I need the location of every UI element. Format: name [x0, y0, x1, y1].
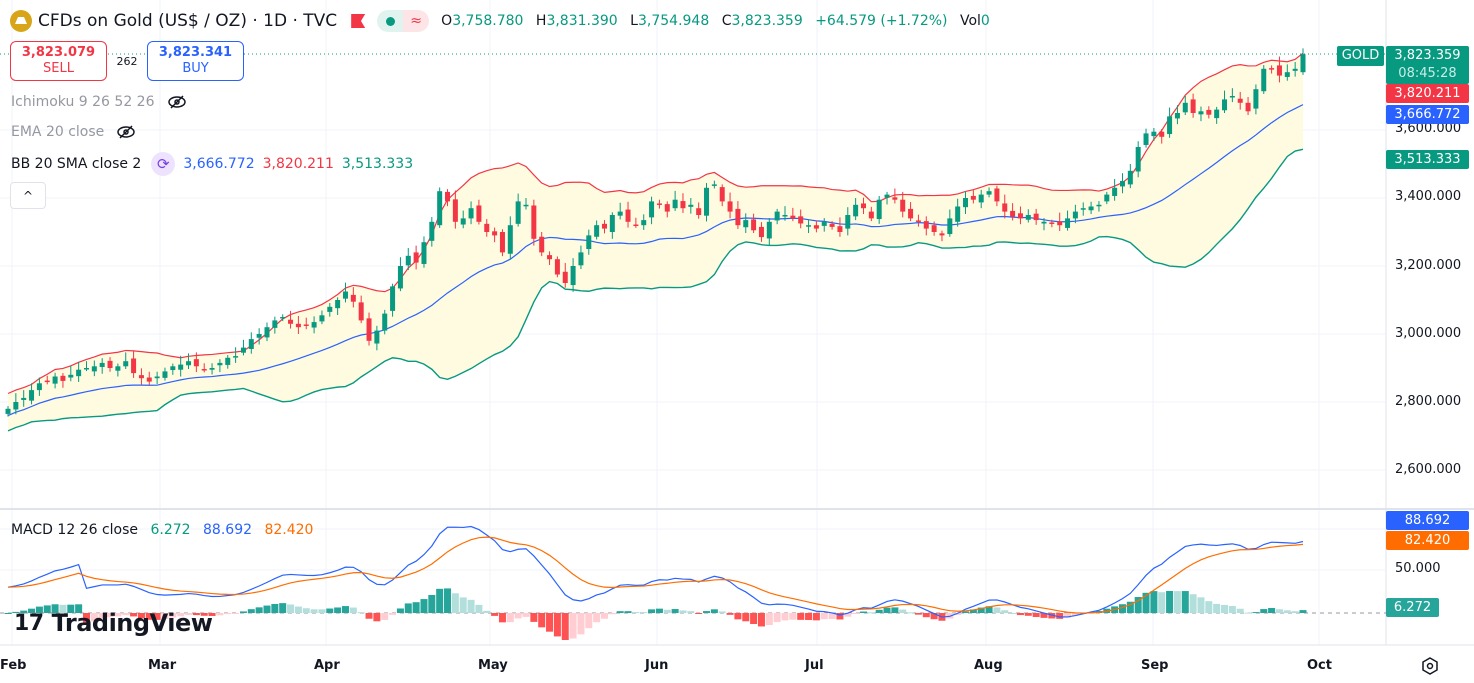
price-tick: 3,400.000	[1395, 189, 1462, 204]
bar-countdown: 08:45:28	[1398, 66, 1457, 81]
indicator-ema[interactable]: EMA 20 close	[11, 124, 136, 140]
tradingview-logo[interactable]: 17 TradingView	[14, 609, 213, 637]
time-tick: Sep	[1141, 658, 1169, 673]
indicator-macd[interactable]: MACD 12 26 close 6.272 88.692 82.420	[11, 522, 314, 538]
sell-button[interactable]: 3,823.079 SELL	[10, 41, 107, 81]
ohlc-values: O3,758.780 H3,831.390 L3,754.948 C3,823.…	[441, 13, 990, 29]
time-tick: May	[478, 658, 508, 673]
time-tick: Feb	[0, 658, 27, 673]
change-value: +64.579 (+1.72%)	[815, 13, 948, 29]
time-tick: Jul	[805, 658, 824, 673]
flag-icon[interactable]	[351, 14, 366, 28]
tradingview-mark-icon: 17	[14, 610, 44, 636]
market-status[interactable]: ≈	[377, 10, 430, 32]
bb-basis-value: 3,666.772	[183, 156, 255, 172]
delayed-data-icon: ≈	[403, 10, 430, 32]
time-tick: Aug	[974, 658, 1003, 673]
macd-hist-value: 6.272	[150, 522, 191, 538]
macd-tick: 50.000	[1395, 561, 1441, 576]
indicator-bb[interactable]: BB 20 SMA close 2 ⟳ 3,666.772 3,820.211 …	[11, 152, 413, 176]
price-tick: 3,000.000	[1395, 326, 1462, 341]
macd-signal-value: 82.420	[264, 522, 314, 538]
symbol-title[interactable]: CFDs on Gold (US$ / OZ) · 1D · TVC	[38, 11, 338, 31]
chevron-up-icon: ^	[22, 188, 34, 203]
price-tick: 3,200.000	[1395, 258, 1462, 273]
buy-button[interactable]: 3,823.341 BUY	[147, 41, 244, 81]
bb-upper-tag: 3,820.211	[1386, 84, 1469, 103]
bb-lower-tag: 3,513.333	[1386, 150, 1469, 169]
macd-line-value: 88.692	[203, 522, 253, 538]
close-value: 3,823.359	[731, 13, 803, 29]
symbol-price-tag: GOLD	[1337, 46, 1384, 66]
trade-buttons: 3,823.079 SELL 262 3,823.341 BUY	[10, 41, 244, 81]
price-tick: 3,600.000	[1395, 121, 1462, 136]
symbol-header: CFDs on Gold (US$ / OZ) · 1D · TVC ≈ O3,…	[10, 8, 998, 34]
hidden-eye-icon[interactable]	[167, 95, 187, 109]
indicator-ichimoku[interactable]: Ichimoku 9 26 52 26	[11, 94, 187, 110]
market-open-icon	[377, 10, 404, 32]
macd-line-tag: 88.692	[1386, 511, 1469, 530]
settings-icon[interactable]	[1420, 656, 1440, 676]
bb-lower-value: 3,513.333	[341, 156, 414, 172]
gold-logo-icon	[10, 10, 32, 32]
last-price-tag: 3,823.359 08:45:28	[1386, 46, 1469, 84]
loading-refresh-icon: ⟳	[151, 152, 176, 176]
hidden-eye-icon[interactable]	[116, 125, 136, 139]
bb-basis-tag: 3,666.772	[1386, 105, 1469, 124]
time-tick: Oct	[1307, 658, 1332, 673]
spread-value: 262	[116, 54, 138, 68]
time-tick: Apr	[314, 658, 340, 673]
open-value: 3,758.780	[452, 13, 524, 29]
macd-hist-tag: 6.272	[1386, 598, 1439, 617]
time-tick: Mar	[148, 658, 177, 673]
bb-upper-value: 3,820.211	[262, 156, 334, 172]
price-tick: 2,800.000	[1395, 394, 1462, 409]
price-tick: 2,600.000	[1395, 462, 1462, 477]
collapse-indicators-button[interactable]: ^	[10, 182, 46, 209]
time-tick: Jun	[645, 658, 669, 673]
low-value: 3,754.948	[637, 13, 710, 29]
volume-value: 0	[980, 13, 990, 29]
high-value: 3,831.390	[546, 13, 618, 29]
macd-signal-tag: 82.420	[1386, 531, 1469, 550]
